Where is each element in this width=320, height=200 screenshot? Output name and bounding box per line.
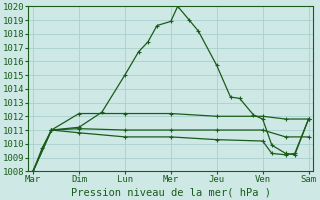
X-axis label: Pression niveau de la mer( hPa ): Pression niveau de la mer( hPa ) — [71, 187, 271, 197]
